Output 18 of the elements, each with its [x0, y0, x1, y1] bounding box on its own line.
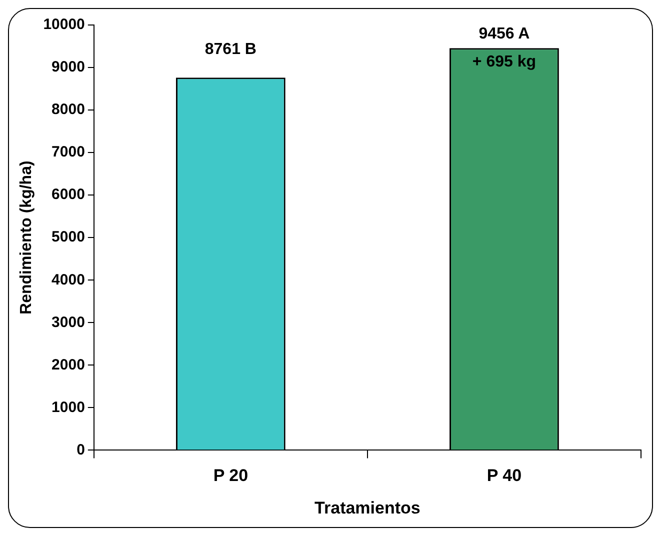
data-label: 8761 B [204, 41, 256, 58]
y-tick-label: 6000 [52, 186, 85, 204]
data-label: 9456 A [478, 26, 530, 43]
y-tick-label: 10000 [43, 16, 85, 34]
y-tick-label: 4000 [52, 271, 85, 288]
annotation: + 695 kg [472, 54, 536, 71]
y-tick-label: 9000 [52, 58, 85, 76]
x-tick-label: P 40 [486, 466, 522, 486]
y-tick-label: 7000 [52, 144, 85, 161]
y-tick-label: 0 [76, 441, 85, 458]
y-tick-label: 2000 [52, 356, 85, 374]
x-axis-title: Tratamientos [314, 498, 420, 518]
x-tick-label: P 20 [213, 466, 248, 486]
y-tick-label: 5000 [52, 228, 85, 246]
y-tick-label: 1000 [52, 398, 85, 416]
y-axis-title: Rendimiento (kg/ha) [18, 160, 36, 314]
y-tick-label: 3000 [52, 314, 85, 331]
y-tick-label: 8000 [52, 101, 85, 118]
